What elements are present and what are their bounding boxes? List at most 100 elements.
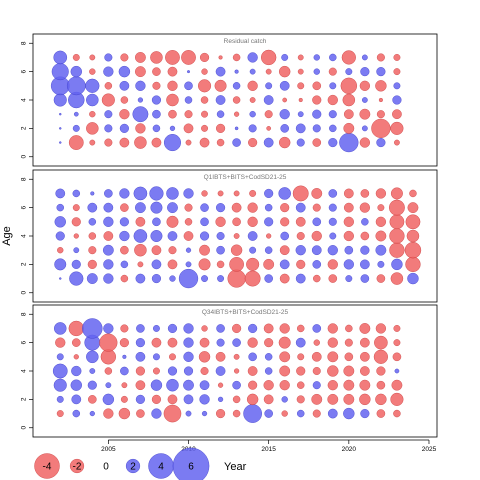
residual-bubble xyxy=(72,54,80,61)
residual-bubble xyxy=(246,257,260,271)
residual-bubble xyxy=(216,203,226,213)
residual-bubble xyxy=(119,188,130,199)
residual-bubble xyxy=(297,68,304,75)
residual-bubble xyxy=(201,124,208,132)
residual-bubble xyxy=(312,95,322,105)
residual-bubble xyxy=(229,257,244,272)
residual-bubble xyxy=(297,353,305,361)
residual-bubble xyxy=(71,259,81,269)
residual-bubble xyxy=(248,380,258,390)
residual-bubble xyxy=(232,53,241,62)
y-tick-label: 8 xyxy=(21,41,28,45)
residual-bubble xyxy=(375,80,387,92)
residual-bubble xyxy=(327,94,338,106)
residual-bubble xyxy=(183,323,194,334)
residual-bubble xyxy=(121,382,128,389)
residual-bubble xyxy=(344,352,354,362)
residual-bubble xyxy=(263,258,275,270)
residual-bubble xyxy=(281,396,288,403)
residual-bubble xyxy=(135,52,146,63)
residual-bubble xyxy=(183,351,194,362)
residual-bubble xyxy=(167,202,178,214)
residual-bubble xyxy=(393,68,401,76)
residual-bubble xyxy=(72,189,81,198)
residual-bubble xyxy=(339,132,359,153)
residual-bubble xyxy=(360,408,370,419)
residual-bubble xyxy=(167,394,178,405)
residual-bubble xyxy=(312,217,322,227)
residual-bubble xyxy=(297,381,305,389)
residual-bubble xyxy=(248,124,257,133)
residual-bubble xyxy=(312,81,322,91)
residual-bubble xyxy=(120,203,129,212)
residual-bubble xyxy=(216,408,226,419)
y-tick-label: 4 xyxy=(21,234,28,238)
residual-bubble xyxy=(375,230,387,242)
residual-bubble xyxy=(247,80,258,91)
y-axis-label: Age xyxy=(1,226,13,246)
residual-bubble xyxy=(247,366,258,376)
residual-bubble xyxy=(103,323,114,334)
residual-bubble xyxy=(295,245,306,256)
residual-bubble xyxy=(376,274,386,283)
residual-bubble xyxy=(89,410,95,417)
residual-bubble xyxy=(53,93,67,107)
residual-bubble xyxy=(376,110,385,119)
residual-bubble xyxy=(327,323,338,334)
residual-bubble xyxy=(55,337,66,348)
residual-bubble xyxy=(328,274,338,283)
residual-bubble xyxy=(311,393,323,405)
residual-bubble xyxy=(200,367,209,376)
residual-bubble xyxy=(375,323,387,334)
residual-bubble xyxy=(119,80,130,91)
residual-bubble xyxy=(312,324,322,333)
residual-bubble xyxy=(104,53,113,62)
residual-bubble xyxy=(216,324,225,333)
residual-bubble xyxy=(167,323,178,334)
residual-bubble xyxy=(199,337,210,348)
residual-bubble xyxy=(201,190,208,197)
residual-bubble xyxy=(217,396,224,402)
residual-bubble xyxy=(266,126,271,131)
residual-bubble xyxy=(232,323,242,334)
residual-bubble xyxy=(86,93,99,107)
residual-bubble xyxy=(168,109,177,119)
residual-bubble xyxy=(343,122,355,134)
residual-bubble xyxy=(85,78,100,93)
residual-bubble xyxy=(263,95,274,105)
residual-bubble xyxy=(391,258,403,271)
residual-bubble xyxy=(393,409,401,418)
residual-bubble xyxy=(166,187,179,200)
residual-bubble xyxy=(249,246,257,254)
residual-bubble xyxy=(201,110,208,118)
residual-bubble xyxy=(199,380,210,391)
residual-bubble xyxy=(393,54,401,61)
residual-bubble xyxy=(151,273,162,284)
residual-bubble xyxy=(151,394,162,404)
residual-bubble xyxy=(390,392,404,406)
residual-bubble xyxy=(185,261,192,268)
residual-bubble xyxy=(136,409,145,418)
y-tick-label: 6 xyxy=(21,205,28,209)
residual-bubble xyxy=(359,379,371,391)
legend-label: 0 xyxy=(103,462,109,473)
residual-bubble xyxy=(376,67,386,77)
residual-bubble xyxy=(178,268,199,289)
residual-bubble xyxy=(378,97,383,103)
residual-bubble xyxy=(152,124,161,133)
residual-bubble xyxy=(153,353,160,361)
residual-bubble xyxy=(183,123,194,134)
residual-bubble xyxy=(59,112,62,116)
residual-bubble xyxy=(230,244,243,256)
residual-bubble xyxy=(198,79,212,93)
residual-bubble xyxy=(297,54,304,61)
residual-bubble xyxy=(279,136,291,149)
residual-bubble xyxy=(72,204,80,212)
panel-title: Q34IBTS+BITS+CodSD21-25 xyxy=(202,309,289,316)
residual-bubble xyxy=(282,97,288,103)
residual-bubble xyxy=(167,259,178,270)
residual-bubble xyxy=(152,81,161,90)
residual-bubble xyxy=(120,366,129,376)
residual-bubble xyxy=(327,393,339,405)
residual-bubble xyxy=(297,82,305,90)
